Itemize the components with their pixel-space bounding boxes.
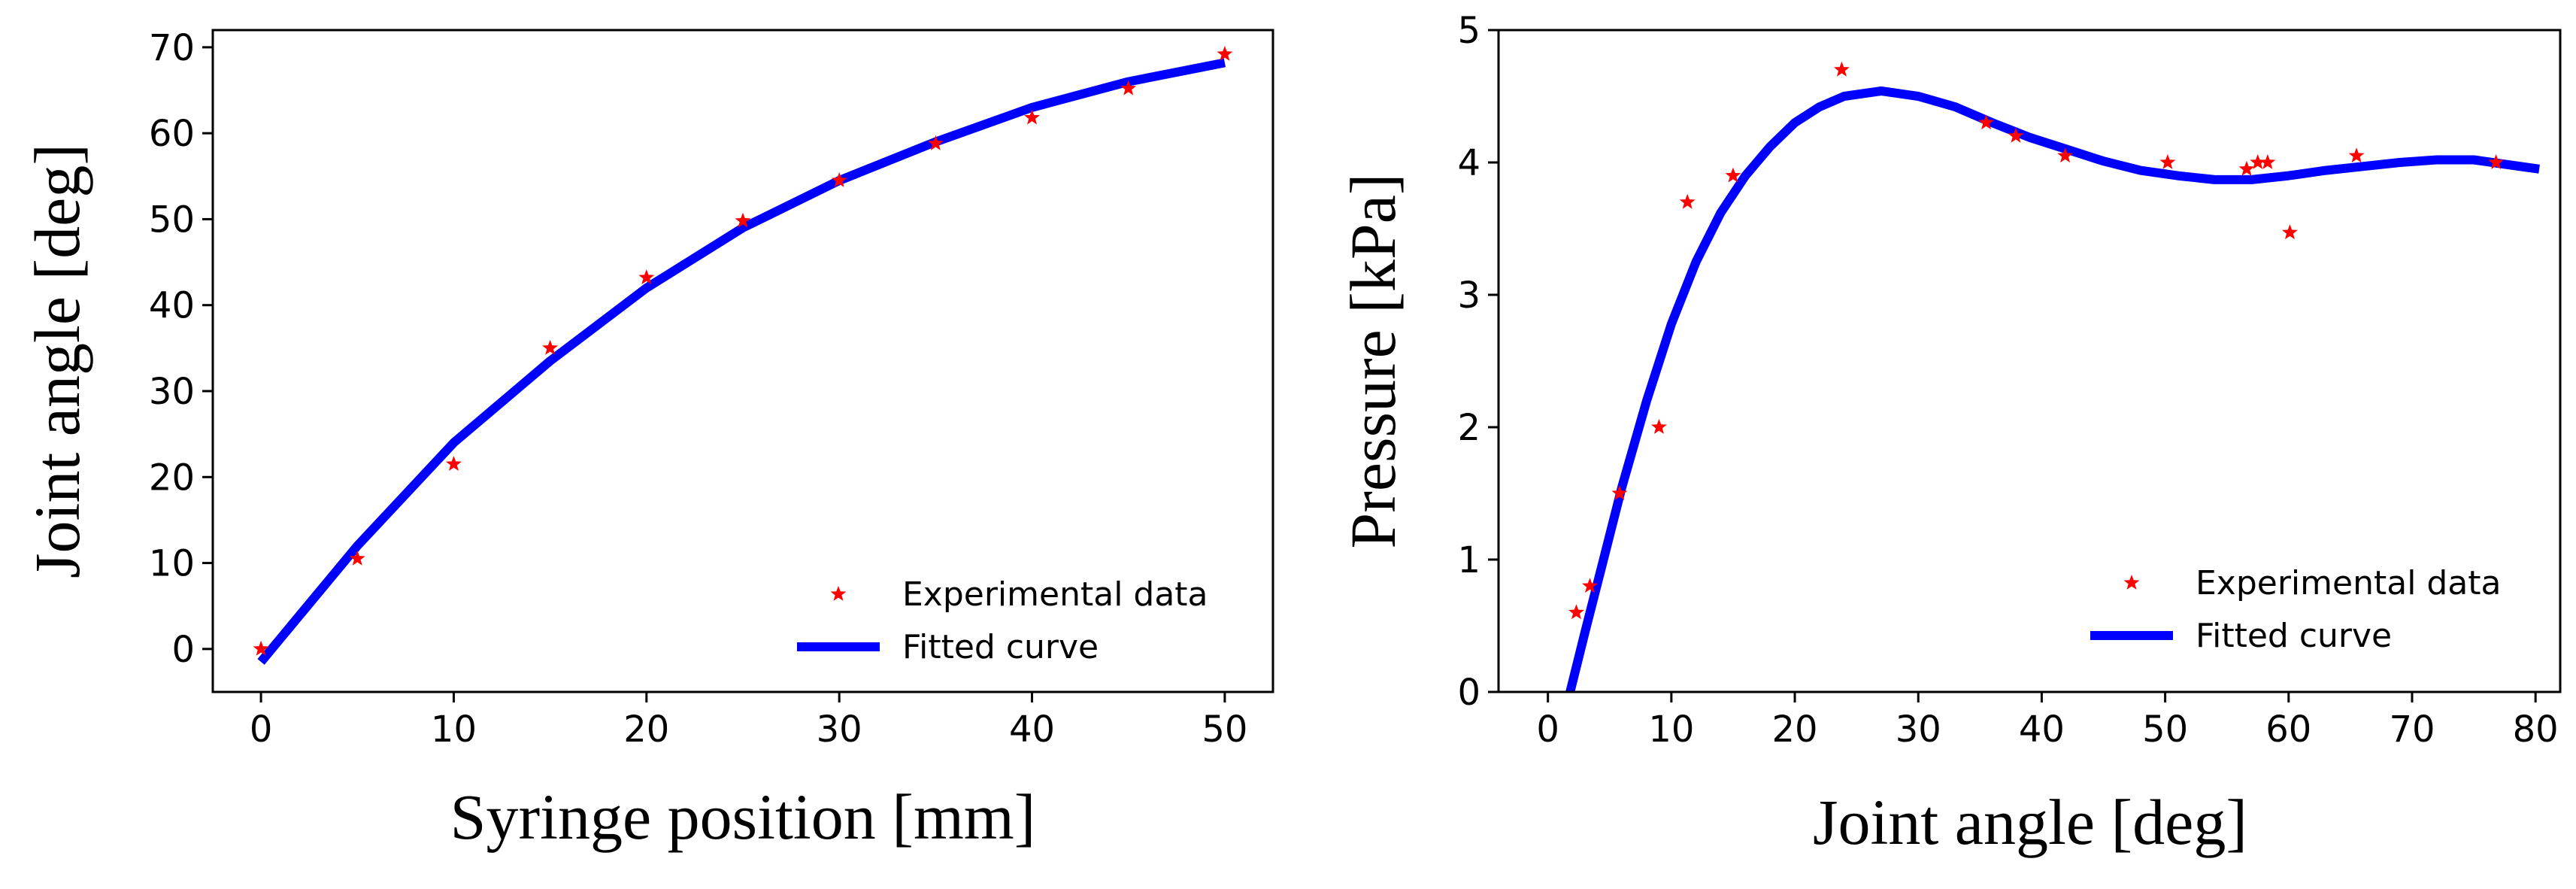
x-tick-label: 10 bbox=[431, 708, 477, 751]
experimental-data-point bbox=[638, 269, 655, 285]
x-tick-label: 60 bbox=[2265, 708, 2311, 751]
x-tick-label: 30 bbox=[1896, 708, 1941, 751]
left-chart: 0 10 20 30 40 50 0 10 20 30 40 50 60 70 Syringe positi… bbox=[21, 27, 1274, 853]
y-tick-label: 60 bbox=[149, 113, 195, 155]
experimental-data-point bbox=[735, 212, 751, 228]
experimental-data-point bbox=[2488, 154, 2505, 169]
plot-area bbox=[253, 46, 1233, 665]
y-tick-label: 20 bbox=[149, 457, 195, 499]
legend-label: Fitted curve bbox=[902, 628, 1099, 666]
x-axis-title: Syringe position [mm] bbox=[450, 781, 1036, 853]
experimental-data-point bbox=[2259, 154, 2276, 169]
x-axis-title: Joint angle [deg] bbox=[1813, 786, 2247, 858]
y-tick-label: 0 bbox=[171, 629, 195, 671]
experimental-data-point bbox=[2348, 147, 2365, 163]
y-tick-label: 40 bbox=[149, 285, 195, 327]
legend-marker-experimental bbox=[830, 586, 847, 601]
legend-marker-experimental bbox=[2123, 575, 2140, 590]
experimental-data-point bbox=[1120, 80, 1137, 96]
legend-label: Fitted curve bbox=[2196, 617, 2392, 655]
experimental-data-point bbox=[1582, 578, 1598, 593]
y-tick-label: 50 bbox=[149, 199, 195, 241]
experimental-data-point bbox=[253, 640, 269, 656]
y-tick-label: 0 bbox=[1457, 672, 1480, 714]
experimental-data-point bbox=[2250, 154, 2266, 169]
legend-label: Experimental data bbox=[2196, 564, 2502, 602]
experimental-data-point bbox=[2281, 224, 2298, 240]
experimental-data-point bbox=[2159, 154, 2176, 169]
x-tick-label: 50 bbox=[2142, 708, 2188, 751]
experimental-data-point bbox=[1611, 485, 1628, 500]
plot-frame bbox=[1497, 29, 2562, 693]
x-tick-label: 20 bbox=[623, 708, 669, 751]
experimental-data-point bbox=[2008, 127, 2024, 143]
experimental-data-point bbox=[349, 550, 365, 566]
right-chart: 0 10 20 30 40 50 60 70 80 0 1 2 3 4 5 Joint angle [deg]… bbox=[1337, 10, 2562, 858]
experimental-data-point bbox=[445, 456, 462, 472]
y-axis-title: Joint angle [deg] bbox=[21, 144, 93, 578]
y-axis-title: Pressure [kPa] bbox=[1337, 173, 1409, 548]
x-tick-label: 70 bbox=[2389, 708, 2435, 751]
x-tick-label: 80 bbox=[2513, 708, 2559, 751]
y-tick-label: 1 bbox=[1457, 539, 1480, 581]
y-tick-label: 30 bbox=[149, 371, 195, 413]
y-tick-label: 3 bbox=[1457, 275, 1480, 317]
legend-label: Experimental data bbox=[902, 575, 1208, 614]
experimental-data-point bbox=[1650, 419, 1667, 434]
plot-frame bbox=[211, 29, 1274, 693]
legend: Experimental data Fitted curve bbox=[2090, 564, 2502, 655]
x-tick-label: 40 bbox=[1009, 708, 1055, 751]
experimental-data-point bbox=[831, 172, 847, 187]
y-tick-label: 70 bbox=[149, 27, 195, 69]
y-tick-label: 5 bbox=[1457, 10, 1480, 52]
experimental-data-point bbox=[2057, 147, 2074, 163]
experimental-data-point bbox=[1679, 193, 1696, 209]
x-tick-label: 40 bbox=[2019, 708, 2065, 751]
x-tick-label: 30 bbox=[817, 708, 862, 751]
x-tick-label: 0 bbox=[1536, 708, 1559, 751]
experimental-data-point bbox=[1024, 109, 1041, 125]
y-tick-label: 4 bbox=[1457, 142, 1480, 184]
fitted-curve-line bbox=[257, 58, 1226, 665]
y-tick-label: 2 bbox=[1457, 407, 1480, 449]
x-tick-label: 20 bbox=[1772, 708, 1818, 751]
experimental-data-point bbox=[1833, 61, 1850, 77]
experimental-data-point bbox=[927, 135, 944, 150]
x-tick-label: 10 bbox=[1648, 708, 1694, 751]
x-tick-label: 50 bbox=[1202, 708, 1247, 751]
plot-area bbox=[1565, 61, 2540, 692]
experimental-data-point bbox=[1978, 114, 1994, 130]
y-tick-label: 10 bbox=[149, 543, 195, 585]
experimental-data-point bbox=[542, 339, 559, 355]
legend: Experimental data Fitted curve bbox=[797, 575, 1208, 666]
experimental-data-point bbox=[1568, 604, 1584, 620]
fitted-curve-line bbox=[1565, 86, 2540, 692]
x-tick-label: 0 bbox=[250, 708, 273, 751]
experimental-data-point bbox=[1725, 167, 1741, 183]
experimental-data-point bbox=[1217, 46, 1233, 61]
experimental-data-point bbox=[2238, 160, 2255, 176]
